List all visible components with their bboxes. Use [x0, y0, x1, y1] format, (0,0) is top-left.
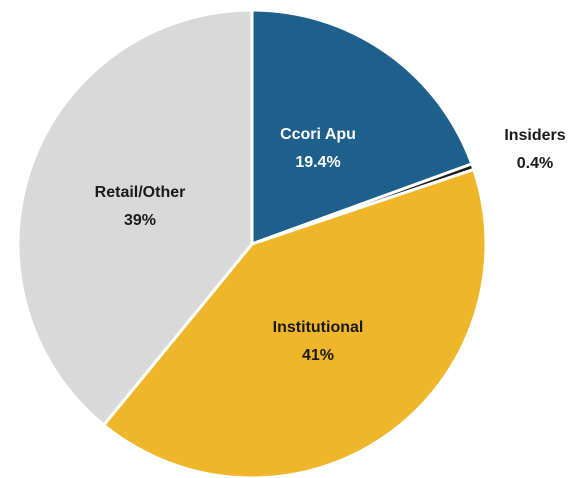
- slice-label: Insiders: [504, 127, 565, 144]
- slice-value-label: 41%: [302, 347, 334, 364]
- pie-slice: [102, 167, 488, 478]
- slice-label: Institutional: [273, 319, 364, 336]
- slice-value-label: 19.4%: [295, 154, 340, 171]
- slice-label: Ccori Apu: [280, 126, 356, 143]
- slice-value-label: 39%: [124, 212, 156, 229]
- slice-label: Retail/Other: [95, 184, 186, 201]
- pie-slice: [250, 8, 474, 246]
- pie-slice: [16, 8, 254, 427]
- slice-value-label: 0.4%: [517, 155, 553, 172]
